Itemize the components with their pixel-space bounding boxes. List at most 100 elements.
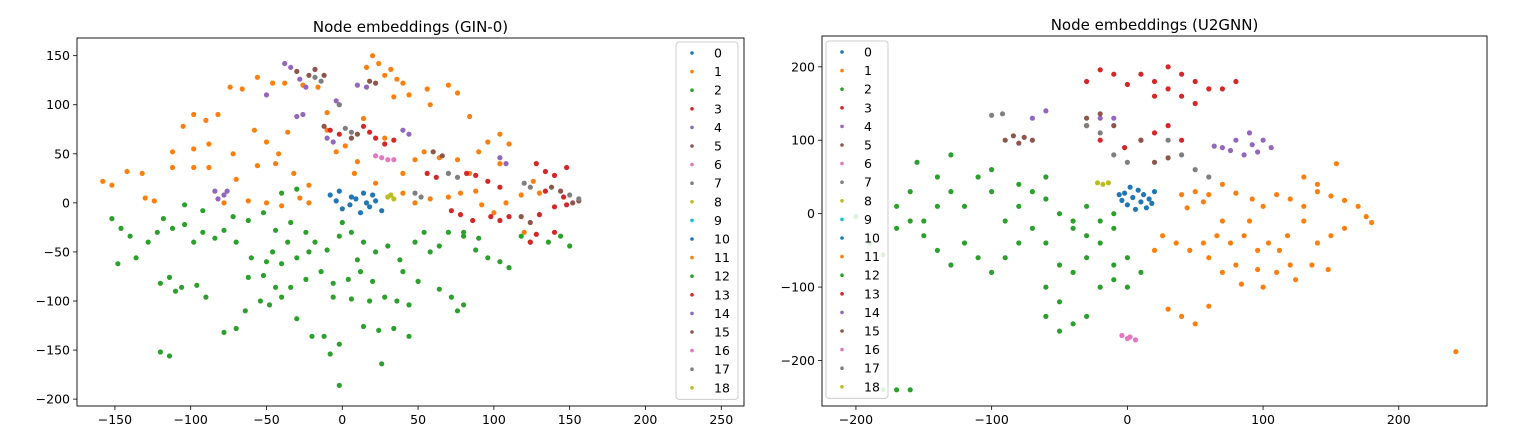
legend-label: 5: [864, 138, 872, 153]
point-series-2: [1043, 313, 1049, 319]
point-series-5: [518, 214, 524, 220]
point-series-1: [1246, 218, 1253, 224]
point-series-1: [1341, 197, 1348, 203]
point-series-7: [1097, 130, 1103, 136]
point-series-1: [291, 170, 297, 176]
point-series-2: [907, 189, 913, 195]
point-series-4: [400, 127, 406, 133]
point-series-2: [260, 272, 267, 279]
point-series-2: [989, 269, 995, 275]
legend-marker: [690, 69, 694, 74]
point-series-3: [533, 161, 539, 167]
point-series-1: [342, 143, 348, 149]
point-series-3: [448, 208, 454, 214]
point-series-1: [203, 117, 209, 123]
point-series-2: [907, 218, 913, 224]
legend-label: 13: [864, 286, 880, 301]
point-series-3: [551, 172, 558, 178]
point-series-2: [476, 235, 482, 241]
point-series-2: [330, 280, 336, 286]
point-series-1: [139, 170, 145, 176]
point-series-5: [321, 123, 327, 129]
point-series-2: [1002, 218, 1008, 224]
point-series-2: [1111, 211, 1117, 217]
point-series-2: [934, 174, 941, 180]
point-series-2: [336, 341, 342, 347]
point-series-3: [527, 239, 533, 245]
point-series-4: [324, 135, 330, 141]
point-series-2: [339, 219, 345, 226]
point-series-5: [1021, 134, 1027, 140]
point-series-2: [406, 302, 412, 308]
point-series-2: [1043, 284, 1049, 290]
point-series-7: [336, 102, 342, 108]
point-series-3: [1097, 67, 1103, 73]
point-series-3: [1179, 137, 1185, 143]
point-series-7: [1179, 152, 1185, 158]
point-series-7: [989, 112, 995, 118]
legend-marker: [690, 274, 694, 279]
point-series-4: [1029, 115, 1035, 121]
point-series-6: [379, 155, 385, 161]
y-tick-label: −200: [36, 392, 70, 407]
point-series-7: [576, 196, 582, 202]
legend-label: 9: [864, 212, 872, 227]
point-series-1: [233, 176, 239, 182]
point-series-2: [279, 190, 285, 196]
point-series-3: [1179, 71, 1185, 77]
point-series-2: [445, 229, 451, 235]
x-tick-label: 50: [410, 412, 426, 427]
point-series-2: [400, 269, 406, 275]
legend-marker: [690, 386, 694, 390]
point-series-2: [221, 329, 227, 335]
point-series-3: [1179, 93, 1185, 99]
point-series-0: [363, 200, 370, 206]
point-series-1: [1219, 181, 1225, 187]
point-series-2: [127, 233, 133, 239]
legend-marker: [840, 161, 844, 166]
point-series-2: [412, 239, 418, 245]
legend-label: 0: [864, 45, 872, 60]
point-series-2: [169, 225, 176, 231]
legend-marker: [690, 237, 694, 241]
point-series-2: [394, 298, 400, 304]
point-series-2: [191, 239, 197, 245]
y-tick-label: −100: [36, 293, 70, 308]
point-series-1: [1328, 193, 1334, 199]
point-series-4: [406, 131, 412, 137]
legend-label: 10: [864, 231, 880, 246]
point-series-2: [354, 257, 360, 263]
point-series-1: [360, 115, 367, 122]
point-series-5: [548, 184, 555, 190]
point-series-3: [367, 129, 373, 135]
point-series-1: [1309, 262, 1315, 268]
point-series-1: [521, 229, 527, 235]
point-series-2: [975, 255, 981, 261]
point-series-1: [1233, 190, 1239, 196]
point-series-1: [206, 141, 212, 147]
point-series-3: [488, 214, 494, 220]
point-series-1: [427, 196, 433, 202]
point-series-1: [363, 64, 370, 70]
legend-marker: [690, 51, 694, 55]
point-series-2: [1043, 240, 1049, 246]
point-series-2: [448, 294, 454, 300]
point-series-1: [1179, 313, 1185, 319]
point-series-1: [282, 80, 288, 86]
x-tick-label: 200: [634, 412, 658, 427]
point-series-2: [306, 249, 312, 255]
point-series-1: [169, 164, 176, 171]
point-series-1: [1287, 262, 1293, 268]
point-series-2: [461, 229, 467, 235]
point-series-1: [1241, 233, 1247, 239]
point-series-1: [285, 129, 291, 135]
point-series-2: [1070, 269, 1076, 275]
point-series-2: [360, 323, 367, 330]
point-series-4: [1097, 115, 1103, 121]
y-tick-label: 50: [54, 146, 70, 161]
point-series-1: [1200, 199, 1206, 205]
point-series-8: [1094, 180, 1101, 186]
y-tick-label: 150: [46, 48, 70, 63]
point-series-3: [536, 212, 543, 218]
chart-title: Node embeddings (GIN-0): [313, 18, 508, 36]
